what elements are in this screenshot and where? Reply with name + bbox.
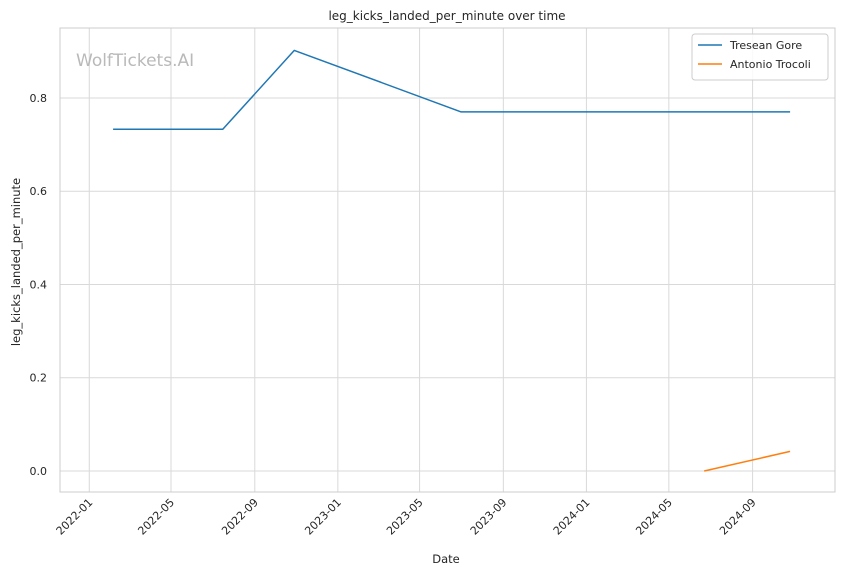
series-line <box>704 450 791 472</box>
x-tick-labels: 2022-01 2022-05 2022-09 2023-01 2023-05 2023-… <box>54 496 759 538</box>
y-tick-labels: 0.0 0.2 0.4 0.6 0.8 <box>30 92 48 478</box>
y-tick-label: 0.2 <box>30 372 48 385</box>
legend-box <box>691 33 829 81</box>
chart-title: leg_kicks_landed_per_minute over time <box>328 9 565 23</box>
x-tick-label: 2024-09 <box>717 496 759 538</box>
x-tick-label: 2024-01 <box>551 496 593 538</box>
x-axis-label: Date <box>432 552 460 566</box>
legend: Tresean Gore Antonio Trocoli <box>691 33 829 81</box>
y-tick-label: 0.8 <box>30 92 48 105</box>
x-tick-label: 2024-05 <box>633 496 675 538</box>
x-tick-label: 2022-09 <box>219 496 261 538</box>
y-tick-label: 0.6 <box>30 185 48 198</box>
grid-lines <box>60 28 835 492</box>
series-line <box>113 49 791 130</box>
plot-frame <box>59 27 836 493</box>
y-tick-label: 0.0 <box>30 465 48 478</box>
x-tick-label: 2022-01 <box>54 496 96 538</box>
y-tick-label: 0.4 <box>30 278 48 291</box>
series-lines <box>113 49 791 472</box>
x-tick-label: 2023-09 <box>468 496 510 538</box>
watermark: WolfTickets.AI <box>76 51 194 71</box>
x-tick-label: 2023-01 <box>302 496 344 538</box>
legend-label: Antonio Trocoli <box>730 58 811 71</box>
y-axis-label: leg_kicks_landed_per_minute <box>9 178 23 346</box>
x-tick-label: 2023-05 <box>384 496 426 538</box>
legend-label: Tresean Gore <box>729 39 802 52</box>
x-tick-label: 2022-05 <box>135 496 177 538</box>
